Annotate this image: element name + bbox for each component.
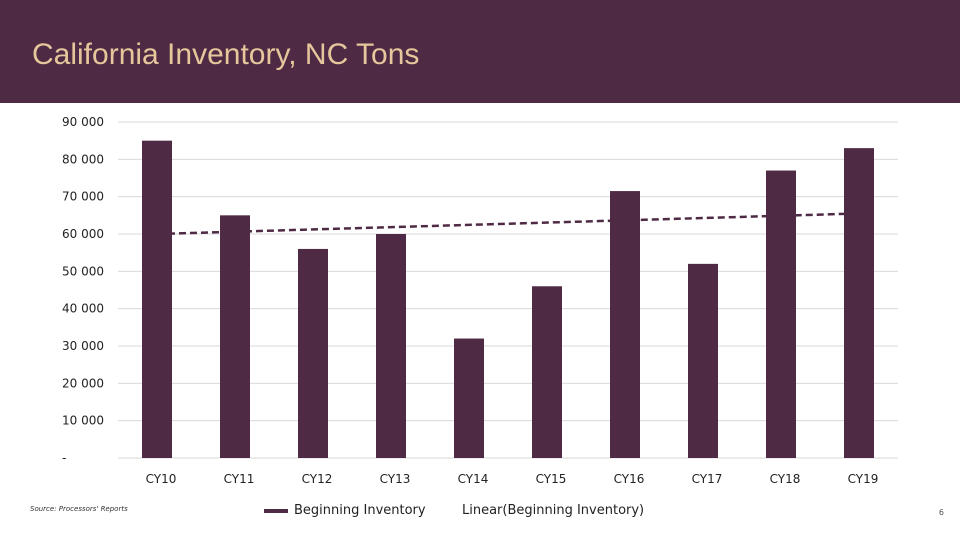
y-tick-label: 70 000 [62,190,104,204]
x-tick-label: CY17 [692,472,723,486]
x-axis-ticks: CY10 CY11 CY12 CY13 CY14 CY15 CY16 CY17 CY18 CY19 [146,472,879,486]
bar-cy12 [298,248,328,458]
y-tick-label: 40 000 [62,302,104,316]
y-tick-label: 60 000 [62,227,104,241]
x-tick-label: CY15 [536,472,567,486]
legend-label-trendline: Linear(Beginning Inventory) [462,503,645,518]
legend-label-bars: Beginning Inventory [294,503,426,518]
x-tick-label: CY16 [614,472,645,486]
y-tick-label: 30 000 [62,339,104,353]
y-axis-ticks: - 10 000 20 000 30 000 40 000 50 000 60 000 70 … [62,115,104,465]
legend-item-trendline: Linear(Beginning Inventory) [462,503,644,518]
chart-legend: Beginning Inventory Linear(Beginning Inv… [0,503,960,523]
bar-cy19 [844,148,874,458]
bar-cy14 [454,338,484,458]
y-tick-label: - [62,451,66,465]
x-tick-label: CY19 [848,472,879,486]
bar-cy18 [766,170,796,459]
bar-cy17 [688,263,718,458]
bar-cy11 [220,215,250,458]
page-title: California Inventory, NC Tons [32,38,420,71]
y-tick-label: 20 000 [62,376,104,390]
trendline [156,212,860,236]
y-tick-label: 80 000 [62,152,104,166]
y-tick-label: 50 000 [62,264,104,278]
legend-item-bars: Beginning Inventory [264,503,426,518]
x-tick-label: CY14 [458,472,489,486]
header-banner: California Inventory, NC Tons [0,0,960,103]
x-tick-label: CY13 [380,472,411,486]
legend-swatch-bar [264,508,288,513]
source-note: Source: Processors' Reports [30,505,128,513]
bar-cy13 [376,234,406,458]
bar-cy15 [532,286,562,458]
x-tick-label: CY11 [224,472,255,486]
bar-cy16 [610,191,640,459]
y-tick-label: 10 000 [62,414,104,428]
bar-cy10 [142,140,172,458]
trendline-group [156,212,860,236]
x-tick-label: CY12 [302,472,333,486]
bars [142,140,874,459]
page-number: 6 [938,508,944,517]
y-tick-label: 90 000 [62,115,104,129]
x-tick-label: CY18 [770,472,801,486]
x-tick-label: CY10 [146,472,177,486]
